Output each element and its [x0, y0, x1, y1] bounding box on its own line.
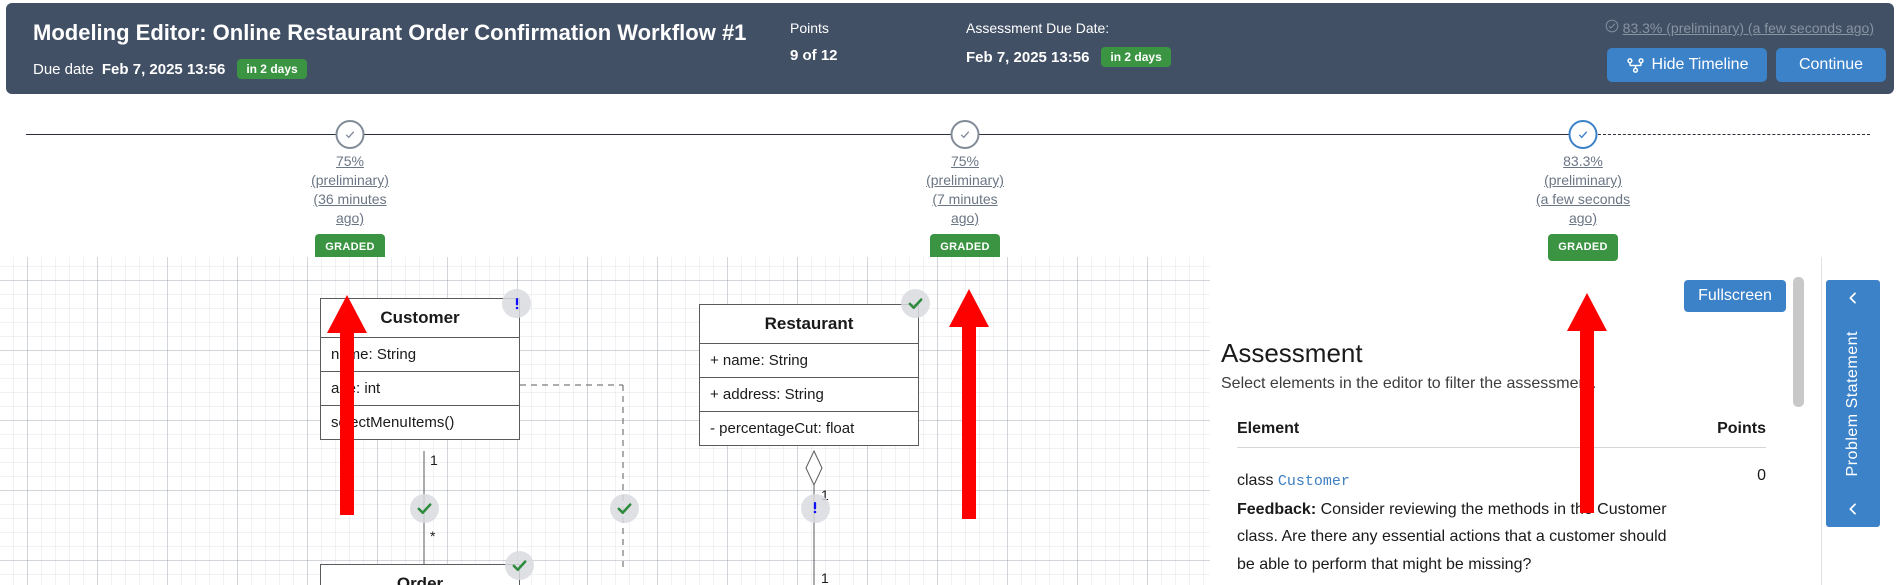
svg-text:1: 1: [821, 570, 829, 585]
svg-text:*: *: [430, 528, 436, 544]
svg-text:1: 1: [430, 452, 438, 468]
